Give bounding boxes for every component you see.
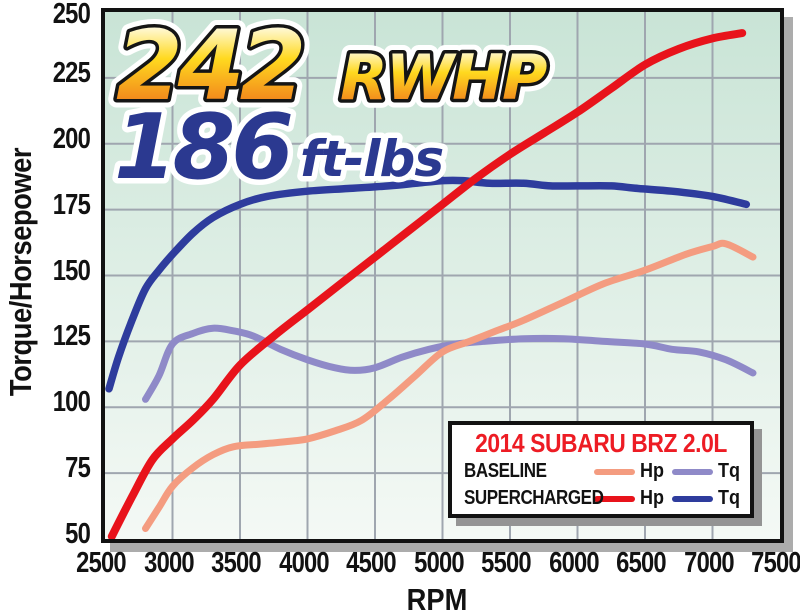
curve-supercharged-hp: [107, 29, 747, 539]
legend: 2014 SUBARU BRZ 2.0L BASELINE Hp Tq SUPE…: [448, 421, 754, 518]
x-tick-label: 3000: [143, 547, 194, 579]
x-tick-label: 7500: [751, 547, 800, 579]
legend-entry-label: Hp: [640, 460, 665, 482]
supercharged-hp-swatch: [594, 495, 635, 502]
dyno-curves: [105, 29, 757, 539]
y-tick-label: 200: [52, 122, 91, 155]
y-tick-label: 125: [52, 320, 91, 353]
legend-entry-label: Tq: [718, 487, 740, 509]
x-tick-label: 2500: [76, 547, 126, 579]
x-tick-label: 6500: [616, 547, 666, 579]
y-tick-label: 175: [52, 188, 91, 221]
legend-entry-label: Tq: [718, 460, 740, 482]
y-tick-label: 150: [52, 254, 91, 287]
supercharged-tq-swatch: [672, 495, 713, 502]
x-tick-label: 7000: [683, 547, 734, 579]
y-tick-label: 75: [65, 452, 91, 485]
legend-row-supercharged: SUPERCHARGED Hp Tq: [452, 485, 750, 512]
y-tick-label: 50: [65, 518, 91, 550]
baseline-tq-swatch: [672, 468, 713, 475]
x-tick-label: 4000: [278, 547, 329, 579]
baseline-hp-swatch: [594, 468, 635, 475]
curve-baseline-tq: [142, 324, 757, 403]
legend-row-baseline: BASELINE Hp Tq: [452, 458, 750, 485]
y-tick-label: 250: [52, 0, 91, 30]
x-tick-label: 6000: [548, 547, 599, 579]
curve-supercharged-tq: [105, 176, 751, 393]
curve-baseline-hp: [142, 239, 757, 532]
legend-entry-label: Hp: [640, 487, 665, 509]
y-tick-label: 225: [52, 56, 91, 89]
x-tick-label: 5500: [481, 547, 531, 579]
x-tick-label: 5000: [413, 547, 464, 579]
x-axis-title: RPM: [406, 582, 468, 616]
x-tick-label: 4500: [346, 547, 396, 579]
legend-row-label: BASELINE: [464, 460, 547, 482]
x-tick-label: 3500: [211, 547, 261, 579]
y-tick-label: 100: [52, 386, 91, 419]
legend-title: 2014 SUBARU BRZ 2.0L: [475, 428, 727, 458]
legend-row-label: SUPERCHARGED: [464, 487, 604, 509]
